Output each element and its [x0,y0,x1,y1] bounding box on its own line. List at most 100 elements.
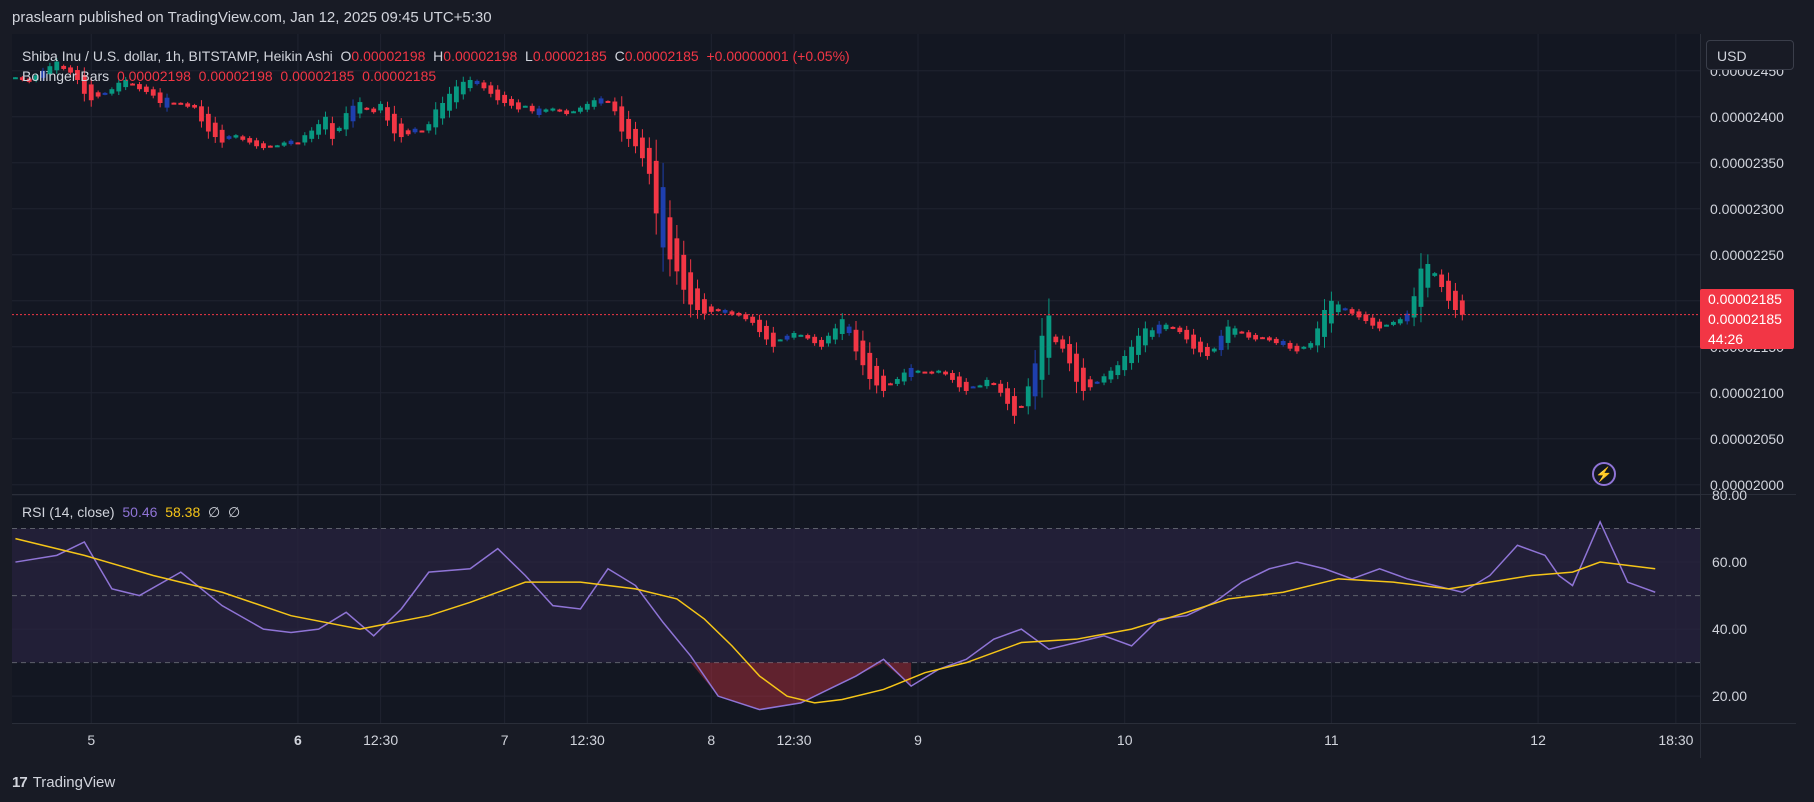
candle-body [1129,346,1135,364]
candle-body [681,254,687,290]
candle-body [1315,328,1321,346]
open-value: 0.00002198 [351,48,426,64]
candle-body [736,312,742,316]
candle-body [998,383,1004,393]
candle-body [1198,341,1203,353]
candle-body [1156,324,1162,334]
candle-body [1074,353,1079,382]
candle-body [515,102,521,110]
candle-body [1363,314,1369,322]
candle-body [1094,381,1100,384]
rsi-tick-label: 40.00 [1712,621,1747,637]
close-value: 0.00002185 [624,48,699,64]
candle-body [832,328,838,340]
candle-body [185,103,191,107]
candle-body [963,381,969,391]
time-tick-label: 8 [707,732,715,748]
candle-body [1432,273,1438,276]
candle-body [653,160,659,214]
candle-body [1260,337,1265,340]
candle-body [1335,304,1341,313]
candle-body [901,372,907,382]
candle-body [922,371,928,374]
candle-body [371,108,377,113]
candle-body [1012,396,1017,416]
candle-body [350,105,356,122]
candle-body [743,314,749,320]
candle-body [1418,268,1424,307]
candle-body [1080,367,1086,391]
candle-body [1142,328,1148,346]
candle-body [1025,386,1031,407]
rsi-value: 50.46 [122,504,158,520]
rsi-ma-line [15,537,1656,704]
candle-body [88,84,94,101]
candle-body [157,92,163,103]
time-tick-label: 11 [1324,732,1339,748]
candle-body [1018,405,1024,408]
candle-body [1390,321,1396,325]
indicator-name[interactable]: Bollinger Bars [22,68,110,84]
candle-body [1294,345,1300,352]
symbol-title[interactable]: Shiba Inu / U.S. dollar, 1h, BITSTAMP, H… [22,48,333,64]
time-tick-label: 7 [501,732,509,748]
brand-name: TradingView [32,774,116,791]
candle-body [1287,342,1293,349]
candle-body [1177,327,1183,333]
price-tick-label: 0.00002100 [1710,385,1784,401]
candle-body [1446,280,1451,301]
rsi-axis[interactable]: 80.00 60.00 40.00 20.00 [1712,487,1747,704]
candle-body [640,137,645,159]
candle-body [819,339,824,347]
candle-body [68,67,73,73]
indicator-values: 0.00002198 0.00002198 0.00002185 0.00002… [116,68,437,84]
candle-body [619,106,625,132]
candle-body [1308,343,1314,348]
candle-body [1046,315,1052,358]
candle-body [1122,356,1128,371]
candle-body [240,136,246,140]
candle-body [536,108,542,115]
candle-body [405,130,411,135]
candle-body [894,379,900,384]
candle-body [777,339,783,342]
candle-body [956,376,962,388]
rsi-legend: RSI (14, close) 50.46 58.38 ∅ ∅ [22,502,240,522]
candle-body [391,113,397,134]
tradingview-brand[interactable]: 17 TradingView [12,774,115,791]
candle-body [1184,329,1190,340]
candle-body [529,105,535,112]
currency-selector[interactable]: USD [1706,40,1794,70]
candle-body [522,105,528,108]
rsi-name[interactable]: RSI (14, close) [22,504,115,520]
candle-body [867,352,873,379]
candle-body [584,103,590,110]
candle-body [839,319,845,334]
candle-body [61,65,67,69]
candle-body [1246,332,1252,338]
candle-body [33,75,39,81]
candle-body [75,70,80,80]
candle-body [1322,310,1327,337]
candle-body [509,98,514,106]
candle-body [764,325,769,340]
candle-body [343,113,349,130]
candle-body [467,80,473,89]
candle-body [1087,379,1093,388]
candle-body [26,78,32,82]
time-axis[interactable]: 5 6 12:30 7 12:30 8 12:30 9 10 11 12 18:30 [87,732,1693,748]
candle-body [571,111,576,114]
lightning-icon[interactable]: ⚡ [1592,462,1616,486]
candle-body [150,89,156,96]
candle-body [1149,330,1155,337]
candle-body [288,140,294,145]
candle-body [646,147,652,174]
last-price-value: 0.00002185 [1708,291,1782,307]
price-axis[interactable]: 0.000024500.000024000.000023500.00002300… [1710,63,1784,493]
candle-body [908,367,914,378]
candle-body [702,299,707,314]
candle-body [419,130,425,133]
candle-body [488,85,494,94]
candle-body [633,128,638,147]
